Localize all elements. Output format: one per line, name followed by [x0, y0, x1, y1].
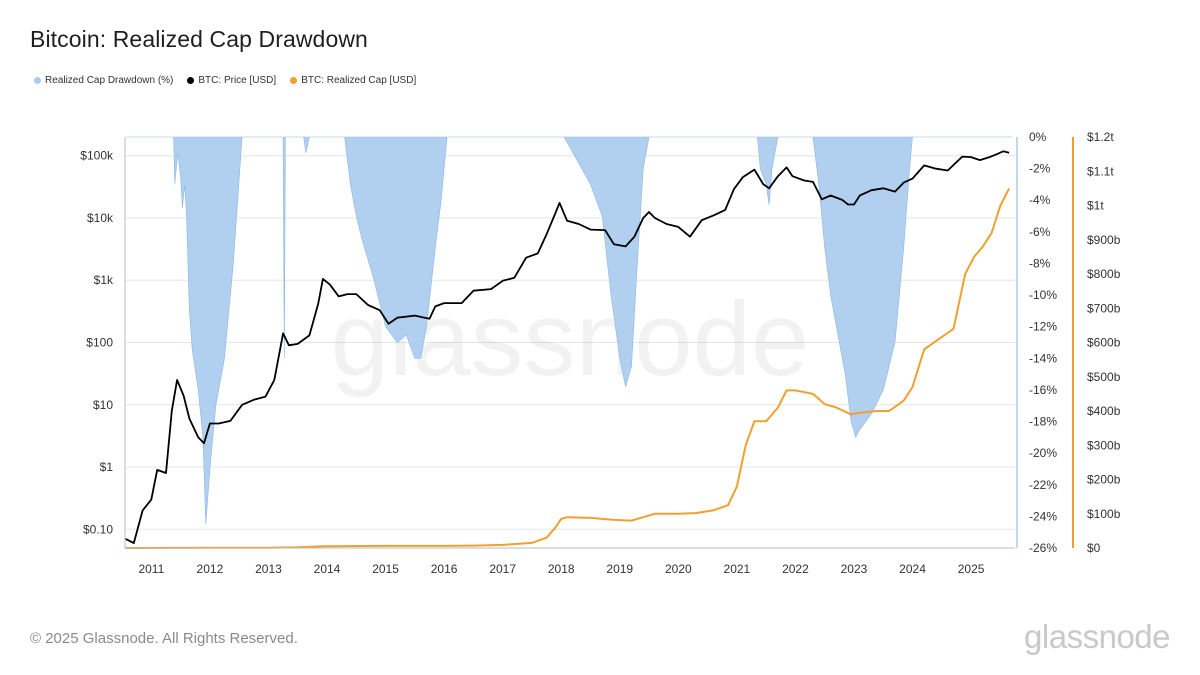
drawdown-tick-label-1: -2%	[1029, 162, 1051, 176]
realized-cap-tick-label-4: $400b	[1087, 404, 1121, 418]
chart-title: Bitcoin: Realized Cap Drawdown	[30, 26, 368, 52]
x-tick-label-2020: 2020	[665, 562, 692, 576]
realized-cap-tick-label-0: $0	[1087, 541, 1101, 555]
drawdown-tick-label-7: -14%	[1029, 351, 1057, 365]
drawdown-tick-label-6: -12%	[1029, 320, 1057, 334]
price-tick-label-6: $100k	[80, 149, 114, 163]
realized-cap-tick-label-6: $600b	[1087, 336, 1121, 350]
realized-cap-tick-label-9: $900b	[1087, 233, 1121, 247]
legend-label-price: BTC: Price [USD]	[198, 75, 277, 86]
x-tick-label-2025: 2025	[958, 562, 985, 576]
legend-item-price[interactable]: BTC: Price [USD]	[187, 75, 276, 86]
price-tick-label-4: $1k	[94, 273, 114, 287]
legend-dot-price	[187, 77, 195, 84]
x-tick-label-2019: 2019	[606, 562, 633, 576]
legend-dot-drawdown	[34, 77, 41, 84]
price-tick-label-3: $100	[86, 336, 113, 350]
x-tick-label-2018: 2018	[548, 562, 575, 576]
x-tick-label-2023: 2023	[841, 562, 868, 576]
x-tick-label-2013: 2013	[255, 562, 282, 576]
price-tick-label-0: $0.10	[83, 522, 113, 536]
price-line	[125, 150, 1010, 544]
x-tick-label-2011: 2011	[138, 562, 164, 576]
legend-label-realized-cap: BTC: Realized Cap [USD]	[301, 75, 417, 86]
x-tick-label-2014: 2014	[314, 562, 341, 576]
x-tick-label-2021: 2021	[724, 562, 751, 576]
realized-cap-tick-label-2: $200b	[1087, 473, 1121, 487]
realized-cap-tick-label-10: $1t	[1087, 199, 1104, 213]
legend-item-realized-cap[interactable]: BTC: Realized Cap [USD]	[290, 75, 416, 86]
x-tick-label-2015: 2015	[372, 562, 399, 576]
drawdown-tick-label-8: -16%	[1029, 383, 1057, 397]
drawdown-tick-label-0: 0%	[1029, 130, 1047, 144]
realized-cap-tick-label-12: $1.2t	[1087, 130, 1114, 144]
drawdown-tick-label-11: -22%	[1029, 478, 1057, 492]
drawdown-tick-label-12: -24%	[1029, 509, 1057, 523]
chart-legend: Realized Cap Drawdown (%) BTC: Price [US…	[34, 75, 416, 86]
realized-cap-line	[125, 187, 1010, 549]
drawdown-tick-label-10: -20%	[1029, 446, 1057, 460]
drawdown-tick-label-2: -4%	[1029, 193, 1051, 207]
legend-label-drawdown: Realized Cap Drawdown (%)	[45, 75, 174, 86]
x-tick-label-2017: 2017	[489, 562, 516, 576]
realized-cap-tick-label-11: $1.1t	[1087, 164, 1114, 178]
drawdown-tick-label-9: -18%	[1029, 415, 1057, 429]
price-tick-label-1: $1	[100, 460, 114, 474]
drawdown-tick-label-3: -6%	[1029, 225, 1051, 239]
legend-item-drawdown[interactable]: Realized Cap Drawdown (%)	[34, 75, 173, 86]
x-tick-label-2012: 2012	[197, 562, 224, 576]
price-tick-label-2: $10	[93, 398, 113, 412]
drawdown-area	[125, 136, 1013, 525]
realized-cap-tick-label-7: $700b	[1087, 301, 1121, 315]
realized-cap-tick-label-8: $800b	[1087, 267, 1121, 281]
realized-cap-tick-label-3: $300b	[1087, 438, 1121, 452]
x-tick-label-2022: 2022	[782, 562, 809, 576]
drawdown-tick-label-13: -26%	[1029, 541, 1057, 555]
realized-cap-tick-label-1: $100b	[1087, 507, 1121, 521]
drawdown-tick-label-4: -8%	[1029, 256, 1051, 270]
copyright-footer: © 2025 Glassnode. All Rights Reserved.	[30, 630, 298, 647]
price-tick-label-5: $10k	[87, 211, 114, 225]
brand-logo: glassnode	[1024, 618, 1170, 655]
legend-dot-realized-cap	[290, 77, 298, 84]
x-tick-label-2024: 2024	[899, 562, 926, 576]
drawdown-tick-label-5: -10%	[1029, 288, 1057, 302]
x-tick-label-2016: 2016	[431, 562, 458, 576]
realized-cap-tick-label-5: $500b	[1087, 370, 1121, 384]
